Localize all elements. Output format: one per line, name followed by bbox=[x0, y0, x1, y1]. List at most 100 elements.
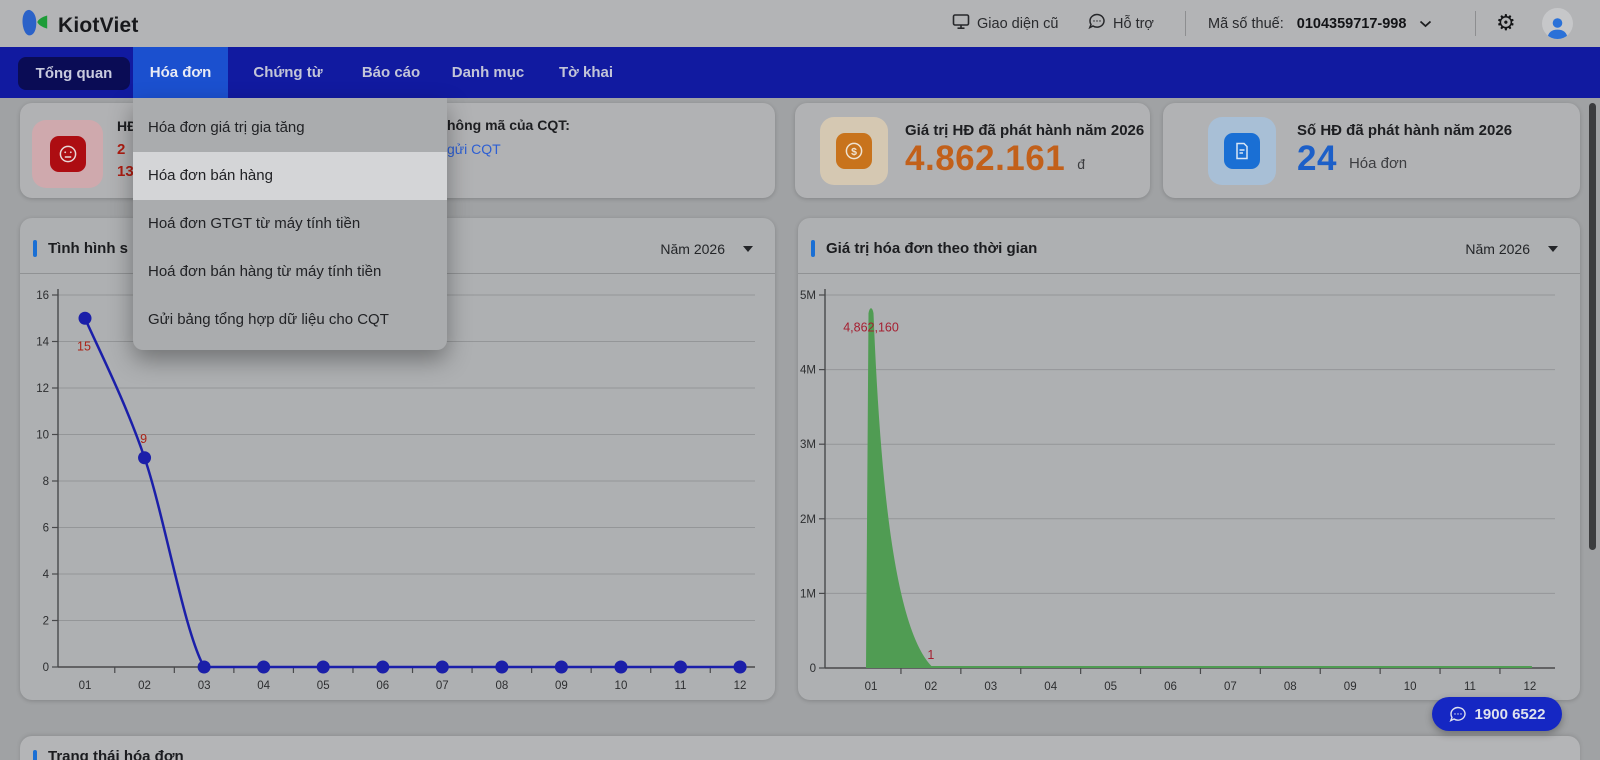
svg-text:09: 09 bbox=[555, 680, 568, 692]
send-cqt-link[interactable]: gửi CQT bbox=[447, 141, 501, 157]
svg-text:02: 02 bbox=[925, 681, 938, 693]
hotline-chat-button[interactable]: 1900 6522 bbox=[1432, 697, 1562, 731]
svg-text:12: 12 bbox=[734, 680, 747, 692]
issued-value-number: 4.862.161 bbox=[905, 139, 1066, 178]
svg-text:16: 16 bbox=[36, 290, 49, 302]
issued-count-title: Số HĐ đã phát hành năm 2026 bbox=[1297, 122, 1513, 139]
svg-text:4: 4 bbox=[43, 569, 50, 581]
invoice-state-title: Trạng thái hóa đơn bbox=[48, 748, 184, 760]
invoice-status-col2: hông mã của CQT: gửi CQT bbox=[447, 117, 570, 157]
issued-count-number: 24 bbox=[1297, 139, 1337, 178]
issued-value-body: Giá trị HĐ đã phát hành năm 2026 4.862.1… bbox=[905, 122, 1144, 177]
svg-text:02: 02 bbox=[138, 680, 151, 692]
svg-text:$: $ bbox=[851, 146, 857, 158]
svg-text:07: 07 bbox=[1224, 681, 1237, 693]
nav-item-bao-cao[interactable]: Báo cáo bbox=[361, 64, 421, 81]
title-accent-bar bbox=[33, 750, 37, 760]
card-divider bbox=[798, 273, 1580, 274]
chat-bubble-icon bbox=[1449, 706, 1467, 723]
svg-text:9: 9 bbox=[140, 432, 147, 446]
svg-text:2M: 2M bbox=[800, 514, 816, 526]
invoice-value-chart-card: Giá trị hóa đơn theo thời gian Năm 2026 … bbox=[798, 218, 1580, 700]
user-icon bbox=[1547, 18, 1568, 39]
issued-count-body: Số HĐ đã phát hành năm 2026 24 Hóa đơn bbox=[1297, 122, 1512, 177]
money-icon-wrap: $ bbox=[820, 117, 888, 185]
issued-value-unit: đ bbox=[1077, 156, 1086, 172]
menu-item-gui-bang-tong-hop[interactable]: Gửi bảng tổng hợp dữ liệu cho CQT bbox=[148, 311, 389, 328]
menu-item-hoa-don-ban-hang[interactable]: Hóa đơn bán hàng bbox=[133, 152, 447, 200]
caret-down-icon bbox=[743, 246, 753, 252]
svg-text:09: 09 bbox=[1344, 681, 1357, 693]
invoice-status-col1: HĐ 2 13 bbox=[117, 118, 137, 180]
issued-value-card: $ Giá trị HĐ đã phát hành năm 2026 4.862… bbox=[795, 103, 1150, 198]
svg-text:04: 04 bbox=[1044, 681, 1057, 693]
svg-text:8: 8 bbox=[43, 476, 49, 488]
monitor-icon bbox=[952, 13, 970, 34]
nav-item-to-khai[interactable]: Tờ khai bbox=[558, 64, 613, 81]
svg-text:2: 2 bbox=[43, 616, 49, 628]
svg-text:01: 01 bbox=[79, 680, 92, 692]
svg-text:08: 08 bbox=[495, 680, 508, 692]
svg-text:15: 15 bbox=[77, 339, 91, 353]
vertical-scrollbar-thumb[interactable] bbox=[1589, 103, 1596, 550]
tax-id-selector[interactable]: Mã số thuế: 0104359717-998 bbox=[1208, 0, 1432, 47]
year-filter-right-value: Năm 2026 bbox=[1465, 241, 1530, 257]
svg-text:0: 0 bbox=[810, 663, 816, 675]
old-ui-button[interactable]: Giao diện cũ bbox=[952, 0, 1058, 47]
title-accent-bar bbox=[811, 240, 815, 257]
document-icon bbox=[1224, 133, 1260, 169]
header-divider bbox=[1475, 11, 1476, 36]
chevron-down-icon bbox=[1419, 16, 1432, 32]
invoice-status-count-2: 13 bbox=[117, 163, 134, 180]
year-filter-left[interactable]: Năm 2026 bbox=[660, 241, 753, 257]
svg-text:4M: 4M bbox=[800, 365, 816, 377]
svg-text:07: 07 bbox=[436, 680, 449, 692]
caret-down-icon bbox=[1548, 246, 1558, 252]
issued-count-card: Số HĐ đã phát hành năm 2026 24 Hóa đơn bbox=[1163, 103, 1580, 198]
menu-item-gtgt-may-tinh-tien[interactable]: Hoá đơn GTGT từ máy tính tiền bbox=[148, 215, 361, 232]
chat-bubble-icon bbox=[1088, 13, 1106, 34]
tax-id-value: 0104359717-998 bbox=[1296, 15, 1407, 32]
avatar[interactable] bbox=[1542, 8, 1573, 39]
svg-text:11: 11 bbox=[1464, 681, 1476, 693]
nav-item-hoa-don[interactable]: Hóa đơn bbox=[133, 47, 228, 98]
year-filter-right[interactable]: Năm 2026 bbox=[1465, 241, 1558, 257]
sad-face-icon bbox=[49, 136, 86, 172]
kiotviet-logo[interactable]: KiotViet bbox=[18, 7, 139, 44]
svg-text:14: 14 bbox=[36, 337, 49, 349]
svg-text:03: 03 bbox=[198, 680, 211, 692]
title-accent-bar bbox=[33, 240, 37, 257]
support-button[interactable]: Hỗ trợ bbox=[1088, 0, 1154, 47]
invoice-status-count-1: 2 bbox=[117, 141, 126, 158]
dollar-coin-icon: $ bbox=[836, 133, 872, 169]
document-icon-wrap bbox=[1208, 117, 1276, 185]
svg-text:06: 06 bbox=[1164, 681, 1177, 693]
error-invoice-icon-wrap bbox=[32, 120, 103, 188]
svg-text:11: 11 bbox=[675, 680, 687, 692]
menu-item-ban-hang-may-tinh-tien[interactable]: Hoá đơn bán hàng từ máy tính tiền bbox=[148, 263, 382, 280]
issued-value-title: Giá trị HĐ đã phát hành năm 2026 bbox=[905, 122, 1145, 139]
cqt-title-fragment: hông mã của CQT: bbox=[447, 117, 570, 133]
nav-item-chung-tu[interactable]: Chứng từ bbox=[253, 64, 323, 81]
svg-text:05: 05 bbox=[317, 680, 330, 692]
tax-id-label: Mã số thuế: bbox=[1208, 15, 1284, 32]
svg-text:01: 01 bbox=[865, 681, 878, 693]
nav-item-tong-quan[interactable]: Tổng quan bbox=[18, 57, 130, 90]
nav-item-danh-muc[interactable]: Danh mục bbox=[451, 64, 525, 81]
invoice-usage-title-fragment: Tình hình s bbox=[48, 240, 128, 257]
svg-text:12: 12 bbox=[1524, 681, 1537, 693]
invoice-state-card: Trạng thái hóa đơn bbox=[20, 736, 1580, 760]
svg-text:03: 03 bbox=[984, 681, 997, 693]
svg-text:10: 10 bbox=[36, 430, 49, 442]
year-filter-left-value: Năm 2026 bbox=[660, 241, 725, 257]
menu-item-hoa-don-gtgt[interactable]: Hóa đơn giá trị gia tăng bbox=[148, 119, 305, 136]
header-divider bbox=[1185, 11, 1186, 36]
svg-text:6: 6 bbox=[43, 523, 49, 535]
svg-text:10: 10 bbox=[615, 680, 628, 692]
svg-text:3M: 3M bbox=[800, 439, 816, 451]
gear-icon[interactable]: ⚙ bbox=[1496, 10, 1516, 35]
svg-text:5M: 5M bbox=[800, 290, 816, 302]
issued-count-unit: Hóa đơn bbox=[1348, 155, 1408, 172]
